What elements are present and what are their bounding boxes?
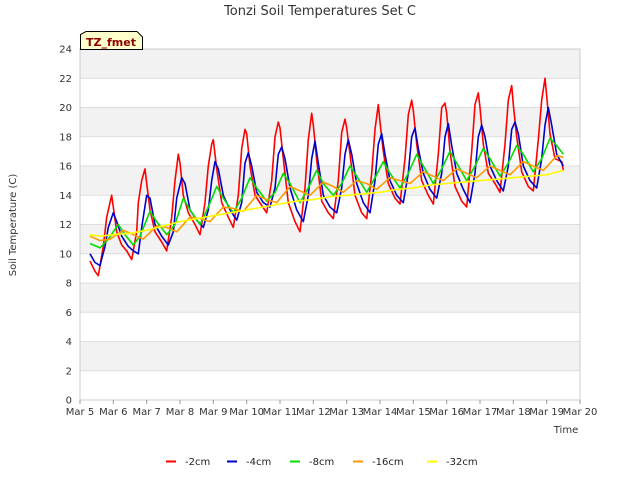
x-tick-label: Mar 10	[229, 407, 264, 418]
x-tick-label: Mar 6	[99, 407, 127, 418]
y-tick-label: 10	[59, 249, 72, 260]
series-line-minus-16cm	[89, 155, 564, 242]
x-tick-label: Mar 16	[429, 407, 464, 418]
plot-frame	[79, 48, 581, 401]
y-tick-label: 24	[59, 45, 72, 56]
legend-label: -4cm	[246, 457, 271, 468]
legend-label: -16cm	[372, 457, 404, 468]
y-tick-label: 6	[66, 308, 72, 319]
plot-band	[80, 341, 580, 371]
series-line-minus-32cm	[89, 169, 564, 237]
legend-label: -32cm	[446, 457, 478, 468]
y-tick-label: 18	[59, 132, 72, 143]
x-tick-label: Mar 13	[329, 407, 364, 418]
y-tick-label: 2	[66, 366, 72, 377]
x-tick-label: Mar 17	[463, 407, 498, 418]
legend-label: -8cm	[309, 457, 334, 468]
x-tick-label: Mar 12	[296, 407, 331, 418]
y-tick-label: 12	[59, 220, 72, 231]
x-tick-label: Mar 14	[363, 407, 398, 418]
series-line-minus-4cm	[89, 106, 564, 267]
x-tick-label: Mar 20	[563, 407, 598, 418]
plot-band	[80, 49, 580, 79]
plot-band	[80, 107, 580, 137]
y-tick-label: 22	[59, 74, 72, 85]
y-tick-label: 0	[66, 396, 72, 407]
plot-background-bands	[80, 49, 580, 371]
legend-label: -2cm	[185, 457, 210, 468]
x-tick-label: Mar 11	[263, 407, 298, 418]
station-badge-label: TZ_fmet	[86, 36, 136, 49]
y-tick-label: 8	[66, 279, 72, 290]
x-tick-label: Mar 9	[199, 407, 227, 418]
x-tick-label: Mar 18	[496, 407, 531, 418]
x-tick-label: Mar 15	[396, 407, 431, 418]
x-axis-title: Time	[553, 425, 578, 436]
y-tick-label: 16	[59, 162, 72, 173]
y-tick-label: 14	[59, 191, 72, 202]
y-tick-label: 4	[66, 337, 72, 348]
plot-band	[80, 283, 580, 313]
station-badge: TZ_fmet	[80, 31, 143, 50]
y-axis-title: Soil Temperature (C)	[8, 174, 19, 277]
station-badge-box	[80, 31, 143, 50]
x-tick-label: Mar 5	[66, 407, 94, 418]
legend: -2cm -4cm -8cm -16cm -32cm	[166, 457, 478, 468]
x-tick-label: Mar 7	[132, 407, 160, 418]
y-tick-label: 20	[59, 103, 72, 114]
x-tick-label: Mar 8	[166, 407, 194, 418]
x-tick-label: Mar 19	[529, 407, 564, 418]
chart-title: Tonzi Soil Temperatures Set C	[223, 4, 416, 19]
series-lines	[89, 77, 565, 277]
